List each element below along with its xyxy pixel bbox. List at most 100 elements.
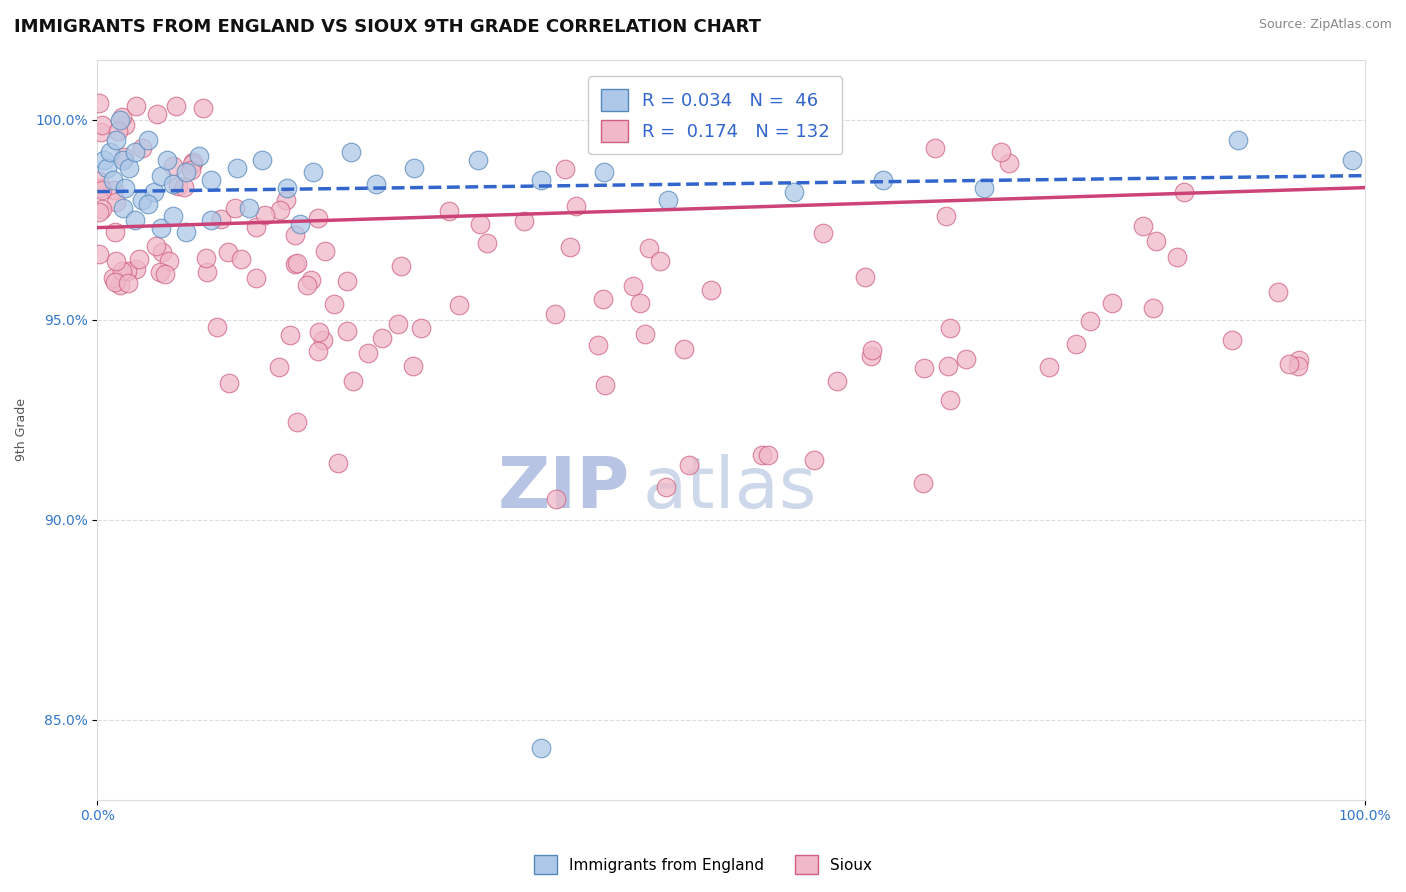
Point [229, 252, 252, 266]
Point [513, 214, 536, 228]
Point [678, 458, 700, 472]
Point [301, 164, 323, 178]
Point [862, 343, 884, 358]
Point [87, 95, 110, 110]
Point [285, 415, 308, 429]
Point [174, 164, 197, 178]
Point [554, 162, 576, 177]
Point [389, 259, 412, 273]
Point [107, 124, 129, 138]
Point [103, 183, 125, 197]
Point [592, 292, 614, 306]
Point [111, 153, 134, 167]
Point [149, 169, 172, 183]
Point [1101, 296, 1123, 310]
Point [299, 273, 322, 287]
Point [853, 269, 876, 284]
Point [245, 270, 267, 285]
Point [751, 448, 773, 462]
Point [339, 145, 361, 159]
Point [283, 228, 305, 243]
Point [194, 252, 217, 266]
Point [87, 173, 110, 187]
Point [825, 374, 848, 388]
Point [238, 201, 260, 215]
Point [111, 264, 134, 278]
Point [193, 101, 215, 115]
Point [90, 125, 112, 139]
Point [93, 153, 115, 167]
Point [295, 278, 318, 293]
Legend: R = 0.034   N =  46, R =  0.174   N = 132: R = 0.034 N = 46, R = 0.174 N = 132 [588, 76, 842, 154]
Point [1132, 219, 1154, 233]
Point [131, 140, 153, 154]
Point [104, 253, 127, 268]
Point [314, 244, 336, 258]
Point [637, 241, 659, 255]
Point [404, 161, 426, 175]
Point [108, 278, 131, 293]
Point [371, 331, 394, 345]
Point [1226, 133, 1249, 147]
Point [167, 178, 190, 193]
Point [285, 256, 308, 270]
Point [125, 99, 148, 113]
Point [939, 320, 962, 334]
Point [174, 225, 197, 239]
Point [162, 159, 184, 173]
Point [1288, 353, 1310, 368]
Point [181, 156, 204, 170]
Point [225, 161, 247, 175]
Point [156, 153, 179, 167]
Point [274, 193, 297, 207]
Point [437, 203, 460, 218]
Point [307, 344, 329, 359]
Point [143, 185, 166, 199]
Point [114, 118, 136, 132]
Point [593, 164, 616, 178]
Point [104, 275, 127, 289]
Point [217, 245, 239, 260]
Point [250, 153, 273, 167]
Point [128, 252, 150, 267]
Point [657, 193, 679, 207]
Point [187, 148, 209, 162]
Point [859, 349, 882, 363]
Point [209, 211, 232, 226]
Point [245, 219, 267, 234]
Point [112, 150, 135, 164]
Point [149, 265, 172, 279]
Point [87, 205, 110, 219]
Point [409, 320, 432, 334]
Point [1222, 334, 1244, 348]
Point [162, 177, 184, 191]
Point [253, 209, 276, 223]
Point [997, 155, 1019, 169]
Point [131, 193, 153, 207]
Point [628, 296, 651, 310]
Point [973, 180, 995, 194]
Point [101, 271, 124, 285]
Point [307, 211, 329, 225]
Point [1286, 359, 1309, 373]
Point [1267, 285, 1289, 299]
Point [955, 351, 977, 366]
Point [357, 346, 380, 360]
Point [634, 326, 657, 341]
Point [1038, 359, 1060, 374]
Point [153, 267, 176, 281]
Point [96, 161, 118, 175]
Point [145, 239, 167, 253]
Point [935, 209, 957, 223]
Text: Source: ZipAtlas.com: Source: ZipAtlas.com [1258, 18, 1392, 31]
Point [1144, 234, 1167, 248]
Point [101, 172, 124, 186]
Point [98, 145, 121, 159]
Point [924, 141, 946, 155]
Point [342, 374, 364, 388]
Point [312, 333, 335, 347]
Point [756, 448, 779, 462]
Point [115, 263, 138, 277]
Text: ZIP: ZIP [498, 454, 630, 524]
Point [165, 99, 187, 113]
